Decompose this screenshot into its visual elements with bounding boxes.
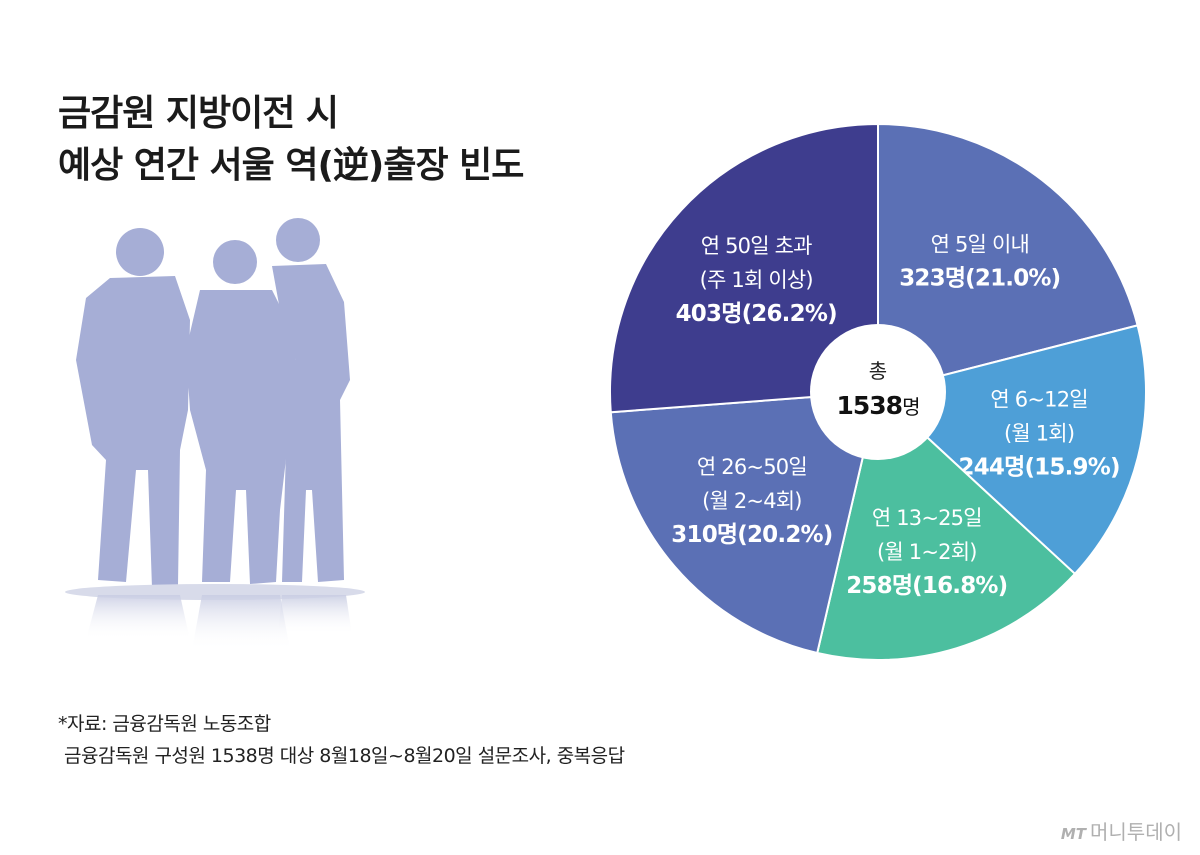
pie-slice-label-4: 연 26~50일 (월 2~4회) 310명(20.2%) [671,455,833,548]
slice-category-label: 연 26~50일 [697,455,807,479]
slice-category-label: (주 1회 이상) [700,268,813,292]
slice-value-label: 403명(26.2%) [676,301,837,327]
footnote-source: *자료: 금융감독원 노동조합 [58,713,271,735]
slice-category-label: (월 1~2회) [877,540,977,564]
slice-category-label: (월 2~4회) [702,489,802,513]
chart-title-line-2: 예상 연간 서울 역(逆)출장 빈도 [58,145,524,186]
publisher-logo: MT 머니투데이 [1061,816,1182,845]
chart-title-line-1: 금감원 지방이전 시 [58,93,339,134]
slice-category-label: 연 13~25일 [872,506,982,530]
footnote-method: 금융감독원 구성원 1538명 대상 8월18일~8월20일 설문조사, 중복응… [64,745,625,767]
pie-slice-label-5: 연 50일 초과 (주 1회 이상) 403명(26.2%) [676,234,838,327]
slice-category-label: (월 1회) [1004,422,1074,446]
pie-slice-label-3: 연 13~25일 (월 1~2회) 258명(16.8%) [846,506,1008,599]
pie-center-total-label: 총 [869,359,887,383]
slice-value-label: 244명(15.9%) [959,455,1120,481]
slice-value-label: 323명(21.0%) [899,266,1060,292]
slice-category-label: 연 5일 이내 [931,233,1029,257]
footnote: *자료: 금융감독원 노동조합 금융감독원 구성원 1538명 대상 8월18일… [58,708,625,772]
pie-center-total-value: 1538명 [837,391,920,420]
pie-center-circle [810,324,946,460]
slice-value-label: 310명(20.2%) [671,522,832,548]
logo-mark: MT [1060,825,1086,843]
pie-slice-label-1: 연 5일 이내 323명(21.0%) [899,233,1061,292]
slice-category-label: 연 6~12일 [990,388,1087,412]
logo-text: 머니투데이 [1090,820,1182,844]
pie-slice-1 [877,122,1139,394]
slice-value-label: 258명(16.8%) [846,573,1007,599]
pie-slice-label-2: 연 6~12일 (월 1회) 244명(15.9%) [959,388,1121,481]
slice-category-label: 연 50일 초과 [701,234,812,258]
pie-slice-5 [609,122,879,414]
chart-title: 금감원 지방이전 시 예상 연간 서울 역(逆)출장 빈도 [58,88,524,192]
businessmen-silhouette-image [65,218,365,650]
pie-slice-4 [609,390,880,655]
